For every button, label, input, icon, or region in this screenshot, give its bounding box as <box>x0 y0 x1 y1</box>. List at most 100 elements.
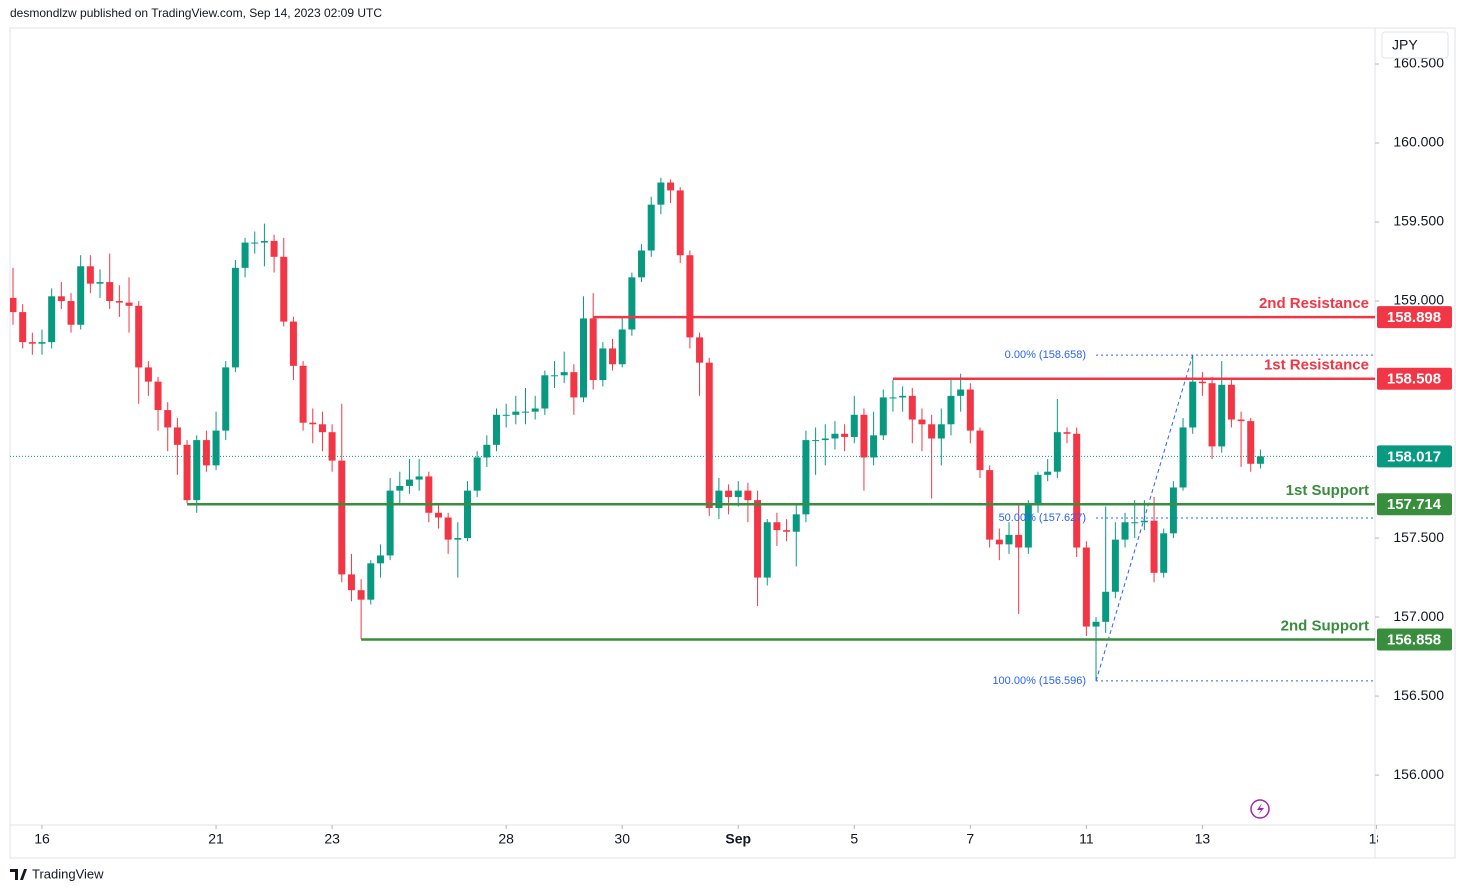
y-tick-label: 156.500 <box>1393 687 1444 703</box>
candle-body <box>957 389 965 396</box>
candle-body <box>1082 547 1090 627</box>
x-tick-label: 30 <box>614 831 630 847</box>
alert-icon[interactable] <box>1250 799 1270 819</box>
candle-body <box>1131 522 1139 524</box>
x-tick-label: 28 <box>498 831 514 847</box>
candle-body <box>947 395 955 425</box>
candle-body <box>976 430 984 471</box>
level-name: 2nd Resistance <box>1259 295 1369 312</box>
candle-body <box>667 182 675 191</box>
candle-body <box>831 433 839 439</box>
candle-body <box>338 460 346 575</box>
candle-body <box>483 444 491 458</box>
candle-body <box>1111 539 1119 592</box>
x-tick-label: Sep <box>725 831 751 847</box>
candle-body <box>618 329 626 365</box>
candle-body <box>57 296 65 302</box>
candle-body <box>589 318 597 381</box>
tradingview-logo: TradingView <box>10 866 104 881</box>
candle-body <box>821 438 829 441</box>
candle-body <box>812 440 820 442</box>
candle-body <box>125 302 133 306</box>
candle-body <box>676 190 684 256</box>
candle-body <box>918 419 926 425</box>
candle-body <box>289 321 297 366</box>
candle-body <box>966 389 974 431</box>
candle-body <box>1034 474 1042 505</box>
candle-body <box>367 563 375 600</box>
level-name: 2nd Support <box>1281 617 1369 634</box>
candle-body <box>144 367 152 382</box>
candle-body <box>570 372 578 398</box>
x-tick-label: 23 <box>324 831 340 847</box>
candle-body <box>1237 419 1245 422</box>
level-badge <box>1377 628 1452 651</box>
candle-body <box>522 411 530 413</box>
level-badge-label: 158.508 <box>1387 371 1441 388</box>
candle-body <box>376 555 384 564</box>
candle-body <box>899 395 907 398</box>
candle-body <box>444 517 452 540</box>
candle-body <box>937 424 945 439</box>
y-tick-label: 160.000 <box>1393 134 1444 150</box>
candle-body <box>115 301 123 303</box>
candle-body <box>502 414 510 416</box>
overlay: 158.898 158.508 157.714 156.858 158.017 JPY <box>1377 31 1452 651</box>
candle-body <box>541 375 549 409</box>
fib-label: 100.00% (156.596) <box>992 675 1086 687</box>
level-badge <box>1377 493 1452 516</box>
x-tick-label: 18 <box>1369 831 1385 847</box>
x-tick-label: 5 <box>850 831 858 847</box>
candle-body <box>473 457 481 491</box>
candle-body <box>599 348 607 381</box>
plot-area: 0.00% (158.658) 50.00% (157.627) 100.00% (… <box>10 177 1375 687</box>
candle-body <box>802 440 810 515</box>
candle-body <box>744 490 752 501</box>
fib-label: 0.00% (158.658) <box>1005 349 1086 361</box>
logo-mark <box>10 869 27 880</box>
level-badge-label: 158.898 <box>1387 309 1441 326</box>
candle-body <box>135 305 143 368</box>
last-price-badge <box>1377 445 1452 468</box>
last-price-label: 158.017 <box>1387 448 1441 465</box>
candle-body <box>647 204 655 251</box>
candle-body <box>609 348 617 365</box>
y-tick-label: 156.000 <box>1393 766 1444 782</box>
candle-body <box>860 414 868 458</box>
candle-body <box>1169 487 1177 534</box>
candle-body <box>754 500 762 578</box>
candle-body <box>1189 381 1197 428</box>
candle-body <box>164 410 172 428</box>
candle-body <box>734 490 742 497</box>
candle-body <box>773 522 781 531</box>
candle-body <box>270 240 278 257</box>
candle-body <box>1044 471 1052 475</box>
candle-body <box>38 342 46 344</box>
candle-body <box>725 490 733 497</box>
candle-body <box>425 476 433 513</box>
candle-body <box>183 444 191 501</box>
candle-body <box>463 490 471 539</box>
candle-body <box>1121 522 1129 540</box>
candle-body <box>154 381 162 411</box>
candle-body <box>260 240 268 243</box>
candle-body <box>10 297 17 313</box>
candle-body <box>241 242 249 268</box>
candle-body <box>1150 520 1158 573</box>
level-name: 1st Support <box>1286 482 1369 499</box>
candle-body <box>386 490 394 556</box>
candle-body <box>1024 504 1032 548</box>
header-title: desmondlzw published on TradingView.com,… <box>10 6 382 20</box>
candle-body <box>86 266 94 284</box>
candle-body <box>299 365 307 423</box>
candle-body <box>106 282 114 302</box>
candle-body <box>1005 534 1013 545</box>
candle-body <box>870 435 878 458</box>
candle-body <box>1227 384 1235 420</box>
candle-body <box>1073 433 1081 548</box>
candle-body <box>841 433 849 437</box>
candle-body <box>67 301 75 325</box>
candle-body <box>783 530 791 532</box>
candle-body <box>1208 383 1216 447</box>
